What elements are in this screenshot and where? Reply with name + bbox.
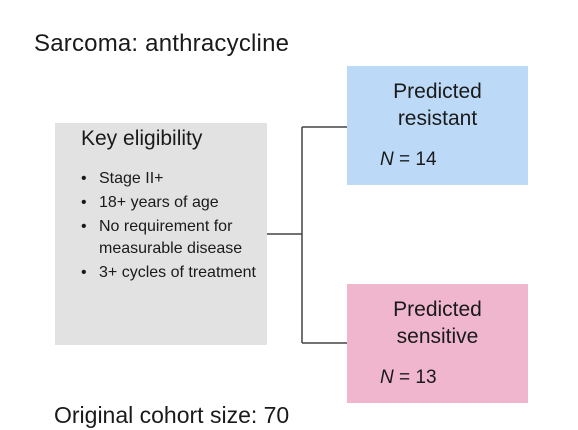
- eligibility-item: • 3+ cycles of treatment: [81, 264, 256, 281]
- cohort-size-label: Original cohort size: 70: [54, 402, 290, 428]
- group-name: Predicted resistant: [393, 80, 482, 130]
- group-box-resistant: Predicted resistant N = 14: [347, 66, 528, 185]
- group-name: Predicted sensitive: [393, 298, 482, 348]
- eligibility-list: • Stage II+ • 18+ years of age • No require…: [79, 168, 264, 286]
- eligibility-item: • Stage II+: [81, 170, 164, 187]
- group-box-sensitive: Predicted sensitive N = 13: [347, 284, 528, 403]
- eligibility-item: • No requirement for measurable disease: [81, 218, 243, 257]
- eligibility-box: Key eligibility • Stage II+ • 18+ years of…: [55, 123, 267, 345]
- eligibility-item: • 18+ years of age: [81, 194, 219, 211]
- eligibility-heading: Key eligibility: [81, 127, 203, 150]
- group-count: N = 14: [380, 149, 437, 170]
- diagram-title: Sarcoma: anthracycline: [34, 30, 290, 57]
- group-count: N = 13: [380, 367, 437, 388]
